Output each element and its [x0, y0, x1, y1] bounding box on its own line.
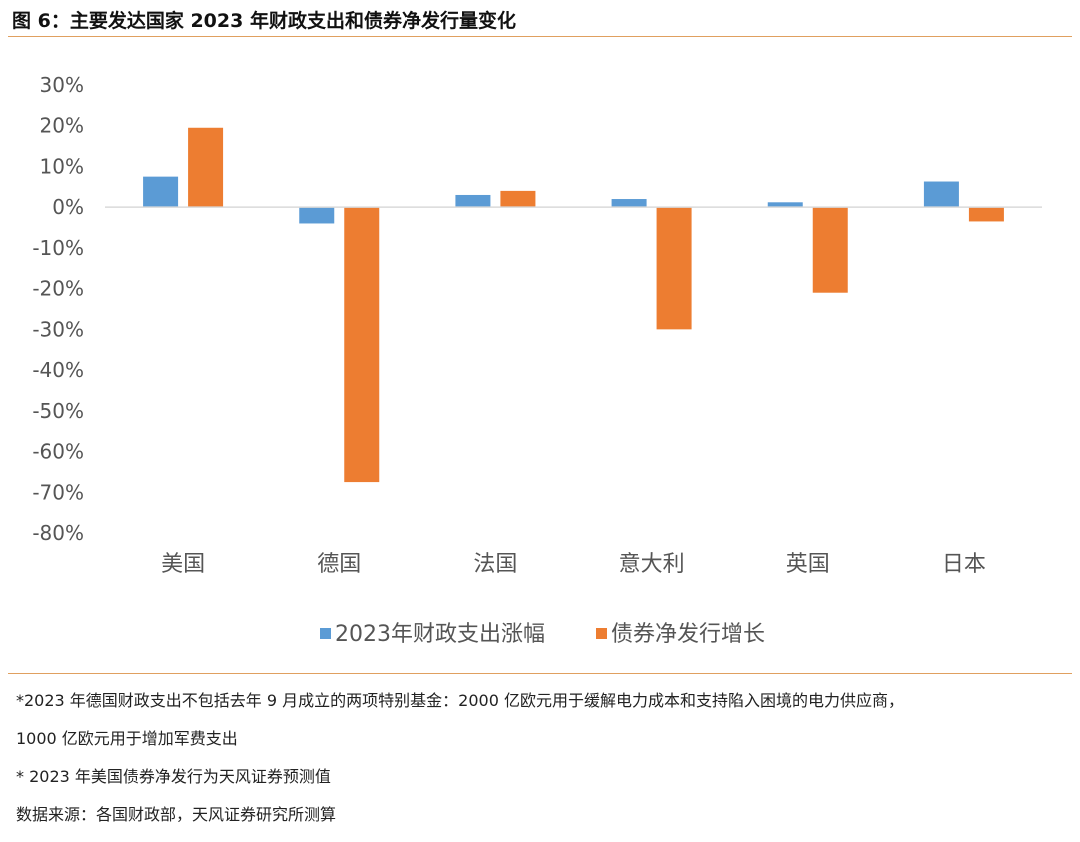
note-line: 数据来源：各国财政部，天风证券研究所测算 — [16, 805, 337, 824]
bars — [143, 127, 1004, 483]
y-tick-label: 10% — [40, 154, 84, 178]
x-category-label: 法国 — [473, 552, 517, 577]
y-axis: 30% 20% 10% 0% -10% -20% -30% -40% -50% -60% -70% -… — [32, 73, 84, 545]
y-tick-label: 0% — [52, 195, 84, 219]
x-category-label: 德国 — [317, 552, 361, 577]
y-tick-label: -80% — [32, 521, 84, 545]
bar-fiscal-spending — [299, 207, 335, 224]
bar-fiscal-spending — [143, 176, 179, 208]
y-tick-label: 30% — [40, 73, 84, 97]
bar-fiscal-spending — [767, 202, 803, 208]
notes: *2023 年德国财政支出不包括去年 9 月成立的两项特别基金：2000 亿欧元… — [16, 690, 904, 842]
legend-label: 债券净发行增长 — [611, 622, 765, 647]
y-tick-label: -70% — [32, 480, 84, 504]
bar-bond-issuance — [344, 207, 380, 483]
bar-bond-issuance — [968, 207, 1004, 222]
legend-swatch — [596, 628, 607, 639]
y-tick-label: -30% — [32, 317, 84, 341]
note-line: * 2023 年美国债券净发行为天风证券预测值 — [16, 767, 331, 786]
y-tick-label: -60% — [32, 440, 84, 464]
title-divider — [8, 36, 1072, 37]
y-tick-label: -10% — [32, 236, 84, 260]
bar-bond-issuance — [812, 207, 848, 293]
legend: 2023年财政支出涨幅 债券净发行增长 — [320, 622, 765, 647]
y-tick-label: -40% — [32, 358, 84, 382]
notes-divider — [8, 673, 1072, 674]
bar-fiscal-spending — [455, 194, 491, 208]
note-line: 1000 亿欧元用于增加军费支出 — [16, 729, 238, 748]
legend-label: 2023年财政支出涨幅 — [335, 622, 545, 647]
figure-title: 图 6：主要发达国家 2023 年财政支出和债券净发行量变化 — [12, 10, 516, 32]
bar-bond-issuance — [500, 190, 536, 208]
bar-bond-issuance — [656, 207, 692, 330]
x-category-label: 美国 — [161, 552, 205, 577]
note-line: *2023 年德国财政支出不包括去年 9 月成立的两项特别基金：2000 亿欧元… — [16, 691, 904, 710]
bar-bond-issuance — [188, 127, 224, 208]
bar-fiscal-spending — [611, 199, 647, 208]
bar-fiscal-spending — [923, 181, 959, 208]
legend-swatch — [320, 628, 331, 639]
y-tick-label: 20% — [40, 114, 84, 138]
x-axis: 美国 德国 法国 意大利 英国 日本 — [105, 206, 1042, 577]
y-tick-label: -20% — [32, 277, 84, 301]
x-category-label: 日本 — [942, 552, 986, 577]
y-tick-label: -50% — [32, 399, 84, 423]
x-category-label: 意大利 — [619, 552, 685, 577]
bar-chart: 30% 20% 10% 0% -10% -20% -30% -40% -50% -60% -70% -… — [32, 73, 1042, 647]
x-category-label: 英国 — [786, 552, 830, 577]
